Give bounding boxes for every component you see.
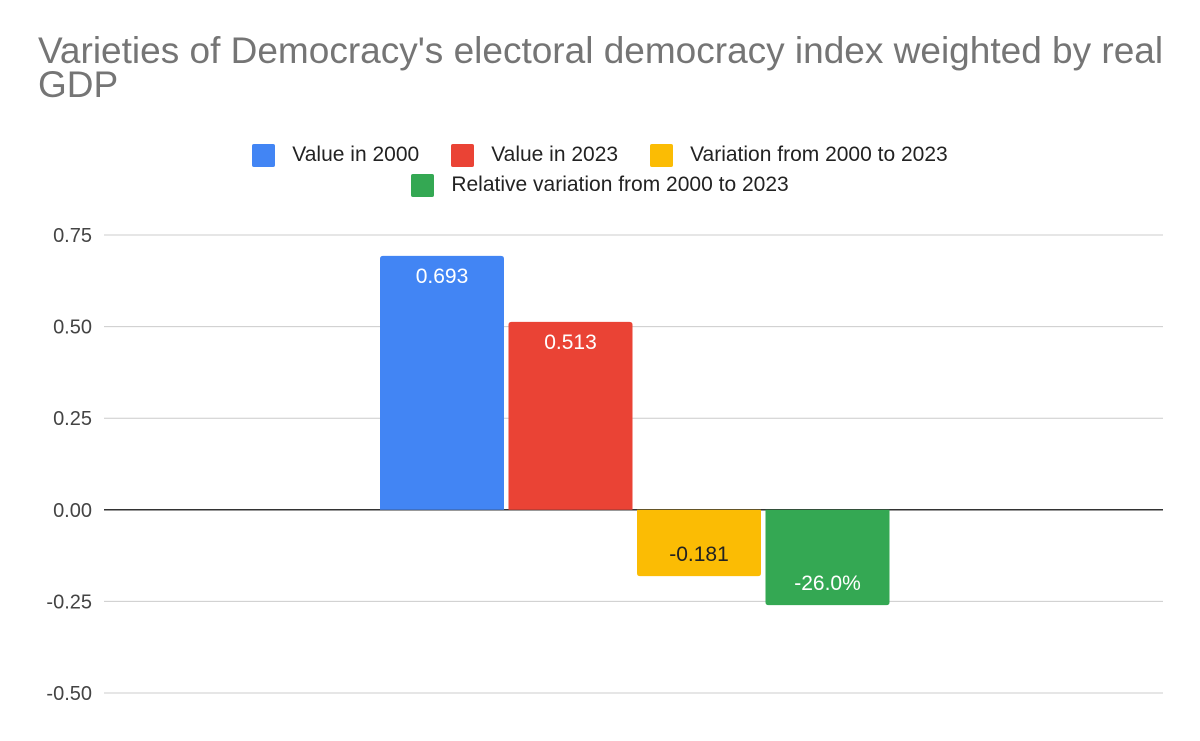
legend-swatch-value-2023 (451, 143, 475, 167)
legend-swatch-value-2000 (252, 143, 276, 167)
legend-row: Value in 2000 Value in 2023 Variation fr… (0, 140, 1200, 170)
bar-variation-from-2000-to-2023[interactable] (637, 509, 761, 577)
data-label: 0.693 (416, 265, 469, 288)
y-tick-label: 0.25 (53, 408, 92, 430)
legend-row: Relative variation from 2000 to 2023 (0, 170, 1200, 200)
legend-swatch-variation (650, 143, 674, 167)
bars (380, 255, 890, 606)
y-tick-label: 0.50 (53, 317, 92, 339)
data-label: -26.0% (794, 572, 861, 595)
legend-item-relative-variation[interactable]: Relative variation from 2000 to 2023 (411, 173, 789, 197)
bar-value-in-2000[interactable] (380, 255, 504, 510)
y-tick-label: -0.25 (46, 591, 92, 613)
data-labels: 0.693 0.513 -0.181 -26.0% (416, 265, 861, 595)
legend-label-value-2000: Value in 2000 (292, 143, 420, 166)
y-tick-label: -0.50 (46, 683, 92, 705)
legend-item-value-2000[interactable]: Value in 2000 (252, 143, 419, 167)
legend-label-variation: Variation from 2000 to 2023 (690, 143, 948, 166)
data-label: -0.181 (669, 543, 729, 566)
legend-label-relative-variation: Relative variation from 2000 to 2023 (451, 173, 789, 196)
y-tick-label: 0.75 (53, 225, 92, 247)
legend-item-variation[interactable]: Variation from 2000 to 2023 (650, 143, 948, 167)
y-tick-label: 0.00 (53, 500, 92, 522)
bar-relative-variation-from-2000-to-2023[interactable] (765, 509, 890, 606)
legend: Value in 2000 Value in 2023 Variation fr… (0, 140, 1200, 200)
gridlines (104, 234, 1163, 694)
data-label: 0.513 (544, 331, 597, 354)
legend-label-value-2023: Value in 2023 (491, 143, 619, 166)
y-axis: 0.75 0.50 0.25 0.00 -0.25 -0.50 (46, 225, 92, 705)
chart-title: Varieties of Democracy's electoral democ… (38, 30, 1164, 105)
legend-item-value-2023[interactable]: Value in 2023 (451, 143, 618, 167)
bar-value-in-2023[interactable] (508, 321, 633, 510)
legend-swatch-relative-variation (411, 173, 435, 197)
